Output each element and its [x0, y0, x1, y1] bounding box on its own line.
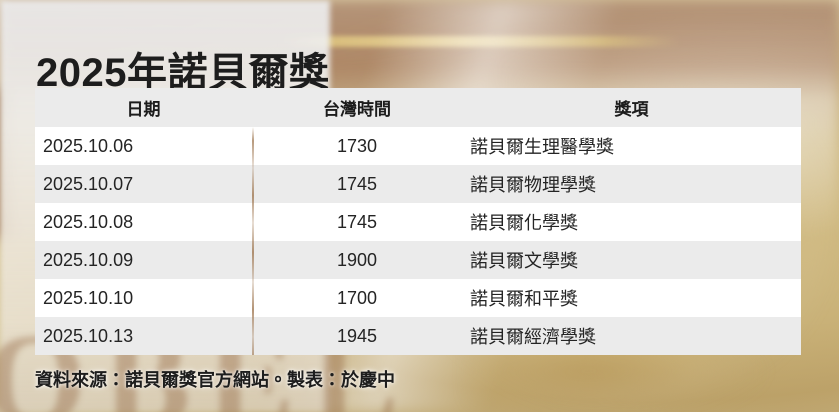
cell-prize: 諾貝爾和平獎 [462, 279, 801, 317]
cell-time: 1745 [252, 203, 462, 241]
nobel-schedule-table: 日期 台灣時間 獎項 2025.10.06 1730 諾貝爾生理醫學獎 2025… [35, 88, 801, 355]
column-header-prize: 獎項 [462, 88, 801, 127]
table-row: 2025.10.07 1745 諾貝爾物理學獎 [35, 165, 801, 203]
cell-date: 2025.10.06 [35, 127, 252, 165]
table-row: 2025.10.08 1745 諾貝爾化學獎 [35, 203, 801, 241]
cell-time: 1900 [252, 241, 462, 279]
cell-time: 1730 [252, 127, 462, 165]
cell-prize: 諾貝爾化學獎 [462, 203, 801, 241]
page-title: 2025年諾貝爾獎 [36, 50, 330, 95]
cell-time: 1700 [252, 279, 462, 317]
cell-prize: 諾貝爾文學獎 [462, 241, 801, 279]
table-row: 2025.10.06 1730 諾貝爾生理醫學獎 [35, 127, 801, 165]
table-row: 2025.10.13 1945 諾貝爾經濟學獎 [35, 317, 801, 355]
cell-prize: 諾貝爾生理醫學獎 [462, 127, 801, 165]
cell-date: 2025.10.13 [35, 317, 252, 355]
cell-prize: 諾貝爾物理學獎 [462, 165, 801, 203]
cell-prize: 諾貝爾經濟學獎 [462, 317, 801, 355]
cell-date: 2025.10.09 [35, 241, 252, 279]
table-row: 2025.10.10 1700 諾貝爾和平獎 [35, 279, 801, 317]
table-row: 2025.10.09 1900 諾貝爾文學獎 [35, 241, 801, 279]
column-header-time: 台灣時間 [252, 88, 462, 127]
cell-time: 1945 [252, 317, 462, 355]
cell-date: 2025.10.10 [35, 279, 252, 317]
cell-time: 1745 [252, 165, 462, 203]
cell-date: 2025.10.07 [35, 165, 252, 203]
cell-date: 2025.10.08 [35, 203, 252, 241]
table-header: 日期 台灣時間 獎項 [35, 88, 801, 127]
column-header-date: 日期 [35, 88, 252, 127]
source-note: 資料來源：諾貝爾獎官方網站。製表：於慶中 [35, 370, 395, 390]
table-body: 2025.10.06 1730 諾貝爾生理醫學獎 2025.10.07 1745… [35, 127, 801, 355]
table-header-row: 日期 台灣時間 獎項 [35, 88, 801, 127]
